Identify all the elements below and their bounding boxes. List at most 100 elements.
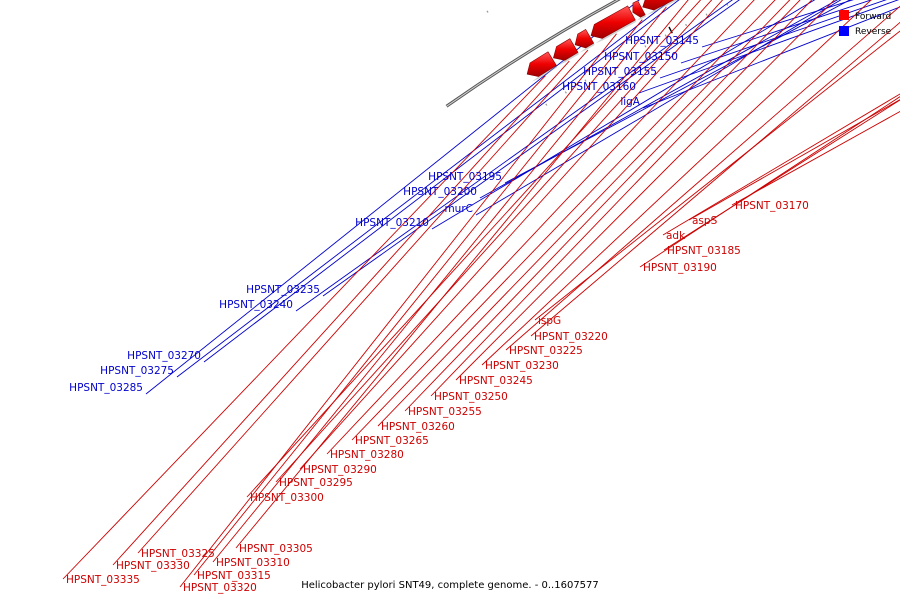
leader-line-hpsnt_03290 [299,0,724,470]
gene-label-hpsnt_03160[interactable]: HPSNT_03160 [562,81,636,93]
gene-label-hpsnt_03320[interactable]: HPSNT_03320 [183,582,257,594]
gene-label-hpsnt_03260[interactable]: HPSNT_03260 [381,421,455,433]
leader-line-hpsnt_03235 [322,0,740,297]
gene-label-hpsnt_03310[interactable]: HPSNT_03310 [216,557,290,569]
leader-line-hpsnt_03285 [145,0,640,395]
leader-line-hpsnt_03245 [455,0,835,381]
gene-label-hpsnt_03270[interactable]: HPSNT_03270 [127,350,201,362]
gene-label-hpsnt_03150[interactable]: HPSNT_03150 [604,51,678,63]
minor-tick-inner [644,45,647,48]
gene-arrow-hpsnt_03330[interactable] [553,38,579,61]
gene-arrow-hpsnt_03320[interactable] [590,5,636,39]
leader-line-hpsnt_03335 [62,75,546,580]
leader-line-hpsnt_03305 [235,0,689,549]
gene-label-hpsnt_03250[interactable]: HPSNT_03250 [434,391,508,403]
gene-label-hpsnt_03235[interactable]: HPSNT_03235 [246,284,320,296]
kbp-ticks: 645 kbp650 kbp655 kbp660 kbp665 kbp670 k… [486,3,729,106]
gene-label-ispg[interactable]: ispG [538,315,561,327]
gene-label-hpsnt_03245[interactable]: HPSNT_03245 [459,375,533,387]
gene-label-hpsnt_03145[interactable]: HPSNT_03145 [625,35,699,47]
gene-arrow-hpsnt_03325[interactable] [574,28,595,49]
gene-label-hpsnt_03210[interactable]: HPSNT_03210 [355,217,429,229]
leader-line-hpsnt_03265 [351,0,776,441]
gene-labels: HPSNT_03145 HPSNT_03150 HPSNT_03155 HPSNT_0… [66,35,809,594]
leader-line-hpsnt_03170 [731,110,900,206]
leader-line-hpsnt_03200 [479,0,838,199]
minor-tick-inner [545,103,548,106]
label-leaders [62,0,900,588]
leader-line-asps [688,99,900,221]
minor-tick-inner [705,13,708,16]
gene-label-murc[interactable]: murC [444,203,473,215]
gene-arrow-hpsnt_03335[interactable] [526,51,557,77]
legend-forward-swatch [839,10,849,20]
gene-label-hpsnt_03155[interactable]: HPSNT_03155 [583,66,657,78]
gene-label-hpsnt_03325[interactable]: HPSNT_03325 [141,548,215,560]
gene-label-hpsnt_03285[interactable]: HPSNT_03285 [69,382,143,394]
gene-label-hpsnt_03265[interactable]: HPSNT_03265 [355,435,429,447]
leader-line-murc [475,0,842,216]
gene-label-hpsnt_03195[interactable]: HPSNT_03195 [428,171,502,183]
gene-label-hpsnt_03230[interactable]: HPSNT_03230 [485,360,559,372]
leader-line-hpsnt_03190 [639,96,900,268]
gene-label-hpsnt_03190[interactable]: HPSNT_03190 [643,262,717,274]
leader-line-hpsnt_03315 [193,19,643,576]
gene-features [526,0,684,82]
gene-label-liga[interactable]: ligA [620,96,640,108]
gene-arrow-hpsnt_03310[interactable] [642,0,684,11]
leader-line-hpsnt_03280 [326,0,755,455]
legend-reverse-label: Reverse [855,27,892,37]
gene-label-adk[interactable]: adk [666,230,686,242]
map-caption: Helicobacter pylori SNT49, complete geno… [301,580,599,591]
leader-line-liga [642,6,900,109]
legend-reverse-swatch [839,26,849,36]
minor-tick-inner [664,34,667,37]
gene-label-hpsnt_03280[interactable]: HPSNT_03280 [330,449,404,461]
leader-line-hpsnt_03210 [431,0,816,230]
leader-line-hpsnt_03295 [275,0,713,483]
gene-label-hpsnt_03200[interactable]: HPSNT_03200 [403,186,477,198]
legend-forward-label: Forward [855,12,891,22]
gene-label-hpsnt_03335[interactable]: HPSNT_03335 [66,574,140,586]
leader-line-hpsnt_03330 [112,60,570,566]
gene-shadow [637,14,647,21]
gene-shadow [558,52,579,66]
gene-label-hpsnt_03275[interactable]: HPSNT_03275 [100,365,174,377]
leader-line-hpsnt_03325 [137,49,589,554]
gene-arrow-hpsnt_03315[interactable] [632,0,646,18]
gene-label-hpsnt_03185[interactable]: HPSNT_03185 [667,245,741,257]
gene-label-asps[interactable]: aspS [692,215,718,227]
gene-label-hpsnt_03225[interactable]: HPSNT_03225 [509,345,583,357]
leader-line-hpsnt_03155 [659,0,887,79]
gene-label-hpsnt_03240[interactable]: HPSNT_03240 [219,299,293,311]
gene-shadow [595,20,637,44]
gene-label-hpsnt_03170[interactable]: HPSNT_03170 [735,200,809,212]
gene-label-hpsnt_03315[interactable]: HPSNT_03315 [197,570,271,582]
gene-label-hpsnt_03330[interactable]: HPSNT_03330 [116,560,190,572]
gene-label-hpsnt_03300[interactable]: HPSNT_03300 [250,492,324,504]
gene-label-hpsnt_03290[interactable]: HPSNT_03290 [303,464,377,476]
gene-label-hpsnt_03305[interactable]: HPSNT_03305 [239,543,313,555]
leader-line-hpsnt_03185 [663,99,900,251]
leader-line-hpsnt_03250 [430,0,813,397]
leader-line-hpsnt_03160 [638,0,900,94]
leader-line-hpsnt_03150 [680,0,873,64]
gene-shadow [646,0,678,15]
leader-line-ispg [534,30,900,321]
leader-line-hpsnt_03310 [212,6,667,563]
leader-line-hpsnt_03260 [377,0,791,427]
gene-label-hpsnt_03295[interactable]: HPSNT_03295 [279,477,353,489]
gene-label-hpsnt_03255[interactable]: HPSNT_03255 [408,406,482,418]
leader-line-hpsnt_03275 [176,0,672,378]
leader-line-hpsnt_03220 [530,21,900,337]
leader-line-hpsnt_03320 [179,33,617,588]
minor-tick-inner [685,23,688,27]
minor-tick-inner [604,67,607,71]
leader-line-hpsnt_03300 [246,0,702,498]
leader-line-hpsnt_03255 [404,0,801,412]
gene-shadow [531,65,558,82]
legend: Forward Reverse [839,10,892,37]
gene-label-hpsnt_03220[interactable]: HPSNT_03220 [534,331,608,343]
leader-line-hpsnt_03195 [504,0,851,184]
